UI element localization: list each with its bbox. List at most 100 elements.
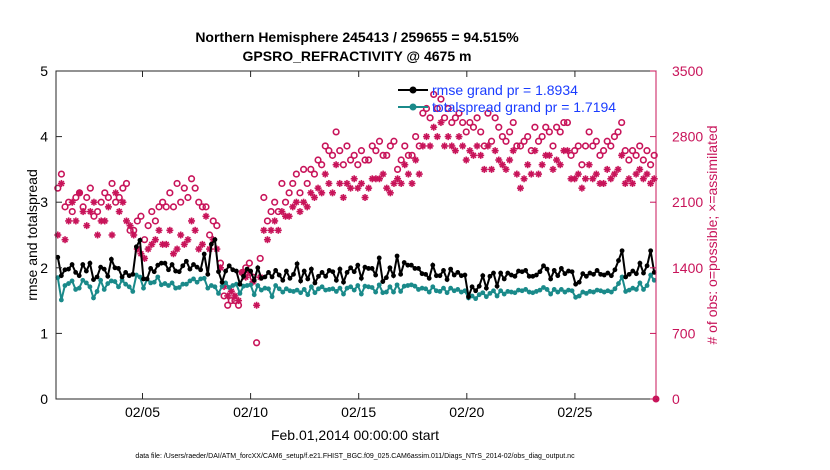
totalspread-point bbox=[348, 284, 354, 290]
rmse-point bbox=[151, 269, 157, 275]
obs-assimilated-marker bbox=[274, 226, 282, 234]
obs-possible-marker bbox=[321, 142, 329, 150]
obs-possible-marker bbox=[303, 179, 311, 188]
rmse-point bbox=[244, 266, 250, 272]
totalspread-point bbox=[126, 284, 132, 290]
rmse-point bbox=[316, 273, 321, 279]
obs-assimilated-marker bbox=[469, 151, 477, 159]
rmse-point bbox=[298, 278, 304, 284]
totalspread-point bbox=[123, 281, 129, 287]
rmse-point bbox=[305, 276, 311, 282]
obs-assimilated-marker bbox=[415, 170, 423, 178]
obs-possible-marker bbox=[202, 203, 210, 211]
obs-assimilated-marker bbox=[318, 189, 326, 197]
rmse-point bbox=[376, 255, 382, 261]
obs-assimilated-marker bbox=[520, 175, 528, 183]
x-axis-label: Feb.01,2014 00:00:00 start bbox=[271, 427, 439, 443]
asterisk-stroke bbox=[636, 166, 643, 173]
obs-assimilated-marker bbox=[553, 156, 561, 164]
asterisk-stroke bbox=[354, 185, 361, 192]
y-left-tick-label: 5 bbox=[40, 63, 48, 79]
totalspread-point bbox=[405, 283, 411, 288]
rmse-point bbox=[312, 280, 318, 286]
totalspread-point bbox=[469, 293, 475, 299]
totalspread-point bbox=[358, 291, 364, 297]
asterisk-stroke bbox=[65, 217, 72, 224]
obs-possible-marker bbox=[625, 156, 633, 164]
rmse-point bbox=[183, 258, 189, 264]
obs-assimilated-marker bbox=[643, 170, 651, 178]
rmse-point bbox=[180, 263, 186, 269]
asterisk-stroke bbox=[268, 227, 275, 234]
totalspread-point bbox=[119, 277, 125, 283]
obs-possible-marker bbox=[292, 170, 300, 178]
totalspread-point bbox=[62, 283, 68, 288]
obs-possible-marker bbox=[451, 114, 459, 122]
asterisk-stroke bbox=[441, 142, 448, 149]
rmse-point bbox=[233, 268, 239, 274]
totalspread-point bbox=[455, 287, 461, 292]
asterisk-stroke bbox=[166, 227, 173, 234]
obs-possible-marker bbox=[516, 142, 525, 150]
obs-assimilated-marker bbox=[343, 179, 351, 187]
obs-possible-marker bbox=[545, 128, 553, 136]
asterisk-stroke bbox=[123, 217, 130, 224]
totalspread-point bbox=[612, 286, 618, 292]
obs-assimilated-marker bbox=[267, 226, 275, 234]
data-file-footnote: data file: /Users/raeder/DAI/ATM_forcXX/… bbox=[135, 453, 575, 460]
asterisk-stroke bbox=[474, 142, 481, 149]
rmse-point bbox=[641, 270, 646, 276]
rmse-point bbox=[355, 262, 361, 268]
rmse-point bbox=[405, 262, 411, 268]
chart-title-line2: GPSRO_REFRACTIVITY @ 4675 m bbox=[243, 48, 472, 64]
totalspread-point bbox=[69, 278, 75, 284]
rmse-point bbox=[219, 279, 225, 285]
rmse-point bbox=[58, 273, 64, 279]
rmse-point bbox=[612, 267, 618, 273]
totalspread-point bbox=[148, 280, 154, 286]
obs-possible-marker bbox=[538, 133, 546, 141]
obs-assimilated-marker bbox=[75, 189, 83, 197]
totalspread-point bbox=[483, 294, 489, 300]
obs-assimilated-marker bbox=[144, 245, 152, 253]
totalspread-point bbox=[637, 280, 643, 286]
asterisk-stroke bbox=[445, 133, 452, 140]
obs-assimilated-marker bbox=[253, 301, 261, 309]
totalspread-point bbox=[380, 290, 386, 296]
obs-assimilated-marker bbox=[491, 147, 499, 155]
asterisk-stroke bbox=[557, 161, 564, 168]
obs-assimilated-marker bbox=[177, 231, 185, 239]
obs-possible-marker bbox=[643, 147, 651, 155]
obs-assimilated-marker bbox=[451, 147, 459, 155]
obs-possible-marker bbox=[549, 142, 557, 150]
obs-assimilated-marker bbox=[549, 165, 557, 173]
y-axis-right-label: # of obs: o=possible; ×=assimilated bbox=[704, 125, 720, 344]
asterisk-stroke bbox=[477, 152, 484, 159]
legend-label-rmse: rmse grand pr = 1.8934 bbox=[432, 82, 578, 98]
totalspread-point bbox=[362, 283, 368, 289]
obs-assimilated-marker bbox=[629, 179, 637, 187]
rmse-point bbox=[444, 277, 450, 283]
data-layer bbox=[54, 90, 660, 403]
totalspread-point bbox=[501, 291, 507, 297]
rmse-point bbox=[112, 265, 118, 271]
rmse-point bbox=[83, 268, 89, 274]
obs-possible-marker bbox=[574, 142, 582, 150]
asterisk-stroke bbox=[423, 133, 430, 140]
rmse-point bbox=[526, 273, 532, 279]
asterisk-stroke bbox=[242, 274, 249, 281]
totalspread-point bbox=[505, 289, 511, 294]
rmse-point bbox=[648, 248, 654, 254]
totalspread-point bbox=[516, 287, 521, 293]
obs-possible-marker bbox=[440, 114, 449, 122]
obs-possible-marker bbox=[285, 189, 293, 197]
obs-assimilated-marker bbox=[513, 170, 521, 178]
rmse-point bbox=[480, 273, 486, 279]
asterisk-stroke bbox=[376, 175, 383, 182]
rmse-point bbox=[537, 269, 543, 275]
obs-assimilated-marker bbox=[72, 217, 80, 225]
totalspread-point bbox=[351, 287, 357, 293]
rmse-point bbox=[226, 263, 232, 269]
rmse-point bbox=[337, 266, 343, 272]
asterisk-stroke bbox=[90, 199, 97, 206]
